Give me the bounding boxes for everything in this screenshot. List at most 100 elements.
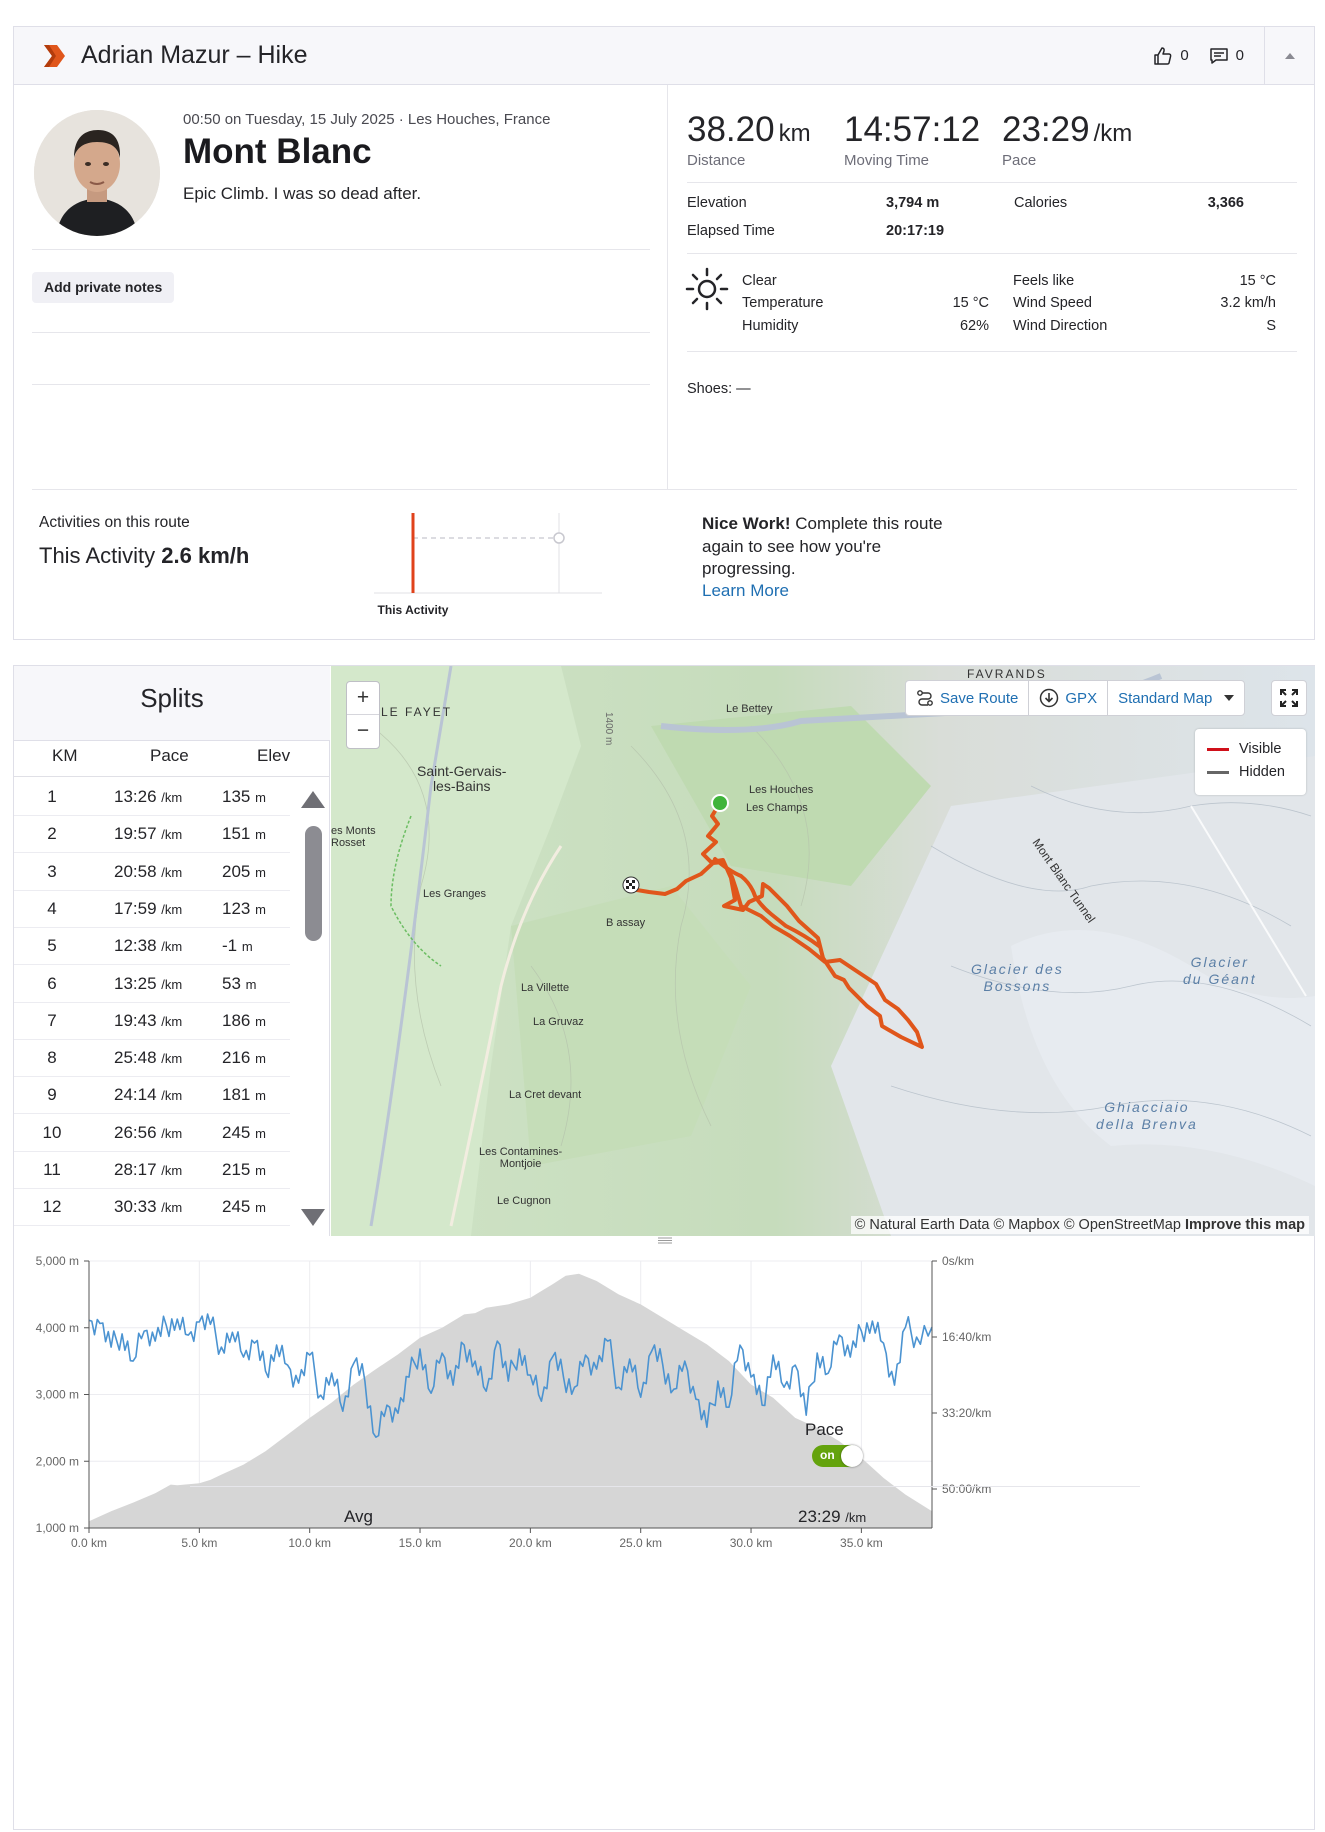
activity-description: Epic Climb. I was so dead after. (183, 184, 422, 203)
place-la-gruvaz: La Gruvaz (533, 1016, 584, 1028)
split-km: 9 (47, 1085, 57, 1105)
activity-date-location: 00:50 on Tuesday, 15 July 2025 · Les Hou… (183, 111, 551, 128)
y-left-tick-label: 2,000 m (36, 1454, 79, 1468)
route-finish-marker (622, 876, 640, 894)
split-row[interactable]: 3 20:58 /km 205 m (14, 854, 290, 891)
divider (32, 384, 650, 385)
comments-button[interactable]: 0 (1209, 46, 1244, 66)
brenva-line1: Ghiacciaio (1104, 1099, 1190, 1115)
athlete-avatar[interactable] (34, 110, 160, 236)
split-row[interactable]: 2 19:57 /km 151 m (14, 816, 290, 854)
collapse-button[interactable] (1264, 27, 1314, 84)
split-row[interactable]: 11 28:17 /km 215 m (14, 1152, 290, 1189)
route-icon (917, 690, 933, 706)
split-row[interactable]: 6 13:25 /km 53 m (14, 966, 290, 1003)
hike-sport-icon (44, 45, 65, 67)
route-comparison-chart[interactable]: This Activity (372, 511, 612, 621)
y-left-tick-label: 5,000 m (36, 1254, 79, 1268)
elevation-area (89, 1273, 932, 1528)
wind-speed-value: 3.2 km/h (1220, 295, 1276, 311)
stat-distance: 38.20 km Distance (687, 110, 811, 169)
pace-toggle-switch[interactable]: on (812, 1445, 863, 1467)
legend-visible-label: Visible (1239, 741, 1282, 757)
x-tick-label: 30.0 km (730, 1536, 773, 1550)
map-style-dropdown[interactable]: Standard Map (1108, 681, 1244, 715)
wind-direction-label: Wind Direction (1013, 318, 1108, 334)
zoom-in-button[interactable]: + (347, 682, 379, 715)
legend-visible[interactable]: Visible (1207, 741, 1281, 757)
humidity-label: Humidity (742, 318, 799, 334)
legend-hidden[interactable]: Hidden (1207, 764, 1285, 780)
glacier-geant-line2: du Géant (1183, 971, 1257, 987)
distance-value: 38.20 (687, 110, 775, 149)
zoom-out-button[interactable]: − (356, 719, 370, 742)
avatar-portrait (34, 110, 160, 236)
x-tick-label: 35.0 km (840, 1536, 883, 1550)
elevation-label: Elevation (687, 195, 747, 211)
split-row[interactable]: 4 17:59 /km 123 m (14, 891, 290, 928)
place-les-monts: es Monts Rosset (331, 825, 376, 849)
place-contamines: Les Contamines- Montjoie (479, 1146, 562, 1170)
split-pace: 13:26 /km (114, 787, 183, 806)
split-elev: 215 m (222, 1160, 266, 1179)
place-la-villette: La Villette (521, 982, 570, 994)
resize-handle-icon[interactable] (658, 1237, 672, 1244)
improve-map-link[interactable]: Improve this map (1184, 1217, 1305, 1233)
splits-header-divider (14, 776, 330, 777)
split-elev: 216 m (222, 1048, 266, 1068)
divider (687, 182, 1297, 183)
kudos-button[interactable]: 0 (1153, 46, 1189, 66)
divider (687, 351, 1297, 352)
map-legend: Visible Hidden (1195, 729, 1306, 795)
stat-pace: 23:29/km Pace (1002, 110, 1132, 169)
caret-down-icon (1224, 695, 1235, 701)
activity-header: Adrian Mazur – Hike 0 0 (14, 27, 1314, 85)
split-pace: 19:43 /km (114, 1010, 183, 1030)
scroll-up-arrow[interactable] (301, 791, 325, 808)
add-private-notes-button[interactable]: Add private notes (32, 272, 175, 303)
learn-more-link[interactable]: Learn More (702, 581, 789, 600)
split-row[interactable]: 12 30:33 /km 245 m (14, 1189, 290, 1227)
activity-owner-title: Adrian Mazur – Hike (81, 41, 308, 69)
y-right-tick-label: 33:20/km (942, 1406, 991, 1420)
place-bionnassay: B assay (606, 917, 646, 929)
attribution-text[interactable]: © Natural Earth Data © Mapbox © OpenStre… (854, 1217, 1181, 1233)
place-contamines-line1: Les Contamines- (479, 1146, 563, 1158)
elevation-pace-chart[interactable]: 5,000 m 4,000 m 3,000 m 2,000 m 1,000 m0.0 k… (14, 1246, 1314, 1806)
splits-scrollbar-thumb[interactable] (305, 826, 322, 941)
split-row[interactable]: 10 26:56 /km 245 m (14, 1115, 290, 1152)
split-pace: 19:57 /km (114, 824, 183, 844)
split-km: 3 (47, 861, 57, 881)
divider (32, 332, 650, 333)
split-row[interactable]: 8 25:48 /km 216 m (14, 1040, 290, 1078)
pace-line (88, 1313, 933, 1438)
y-left-tick-label: 1,000 m (36, 1521, 79, 1535)
place-les-monts-line1: es Monts (331, 825, 376, 837)
split-row[interactable]: 9 24:14 /km 181 m (14, 1077, 290, 1115)
split-pace: 13:25 /km (114, 973, 183, 993)
split-km: 4 (47, 898, 57, 918)
y-right-tick-label: 16:40/km (942, 1330, 991, 1344)
save-route-button[interactable]: Save Route (906, 681, 1030, 715)
toggle-state-text: on (820, 1448, 835, 1462)
nice-work-text: Complete this route again to see how you… (702, 514, 943, 578)
route-map[interactable]: LE FAYET FAVRANDS Le Bettey Saint-Gervai… (331, 666, 1315, 1236)
split-row[interactable]: 5 12:38 /km -1 m (14, 928, 290, 966)
place-le-cugnon: Le Cugnon (497, 1195, 551, 1207)
split-row[interactable]: 7 19:43 /km 186 m (14, 1003, 290, 1040)
split-pace: 20:58 /km (114, 861, 183, 881)
map-style-label: Standard Map (1118, 689, 1213, 707)
place-saint-gervais-line1: Saint-Gervais- (417, 763, 507, 779)
fullscreen-button[interactable] (1271, 680, 1307, 716)
scroll-down-arrow[interactable] (301, 1209, 325, 1226)
split-elev: 53 m (222, 973, 257, 993)
legend-hidden-swatch (1207, 770, 1229, 774)
avg-pace-unit: /km (845, 1510, 867, 1525)
splits-title: Splits (14, 666, 330, 741)
splits-panel: Splits KM Pace Elev 1 13:26 /km 135 m 2 19:5… (14, 666, 330, 1236)
splits-header-elev: Elev (257, 746, 291, 765)
split-row[interactable]: 1 13:26 /km 135 m (14, 779, 290, 816)
y-left-tick-label: 4,000 m (36, 1321, 79, 1335)
calories-value: 3,366 (1207, 195, 1244, 211)
gpx-download-button[interactable]: GPX (1029, 681, 1109, 715)
